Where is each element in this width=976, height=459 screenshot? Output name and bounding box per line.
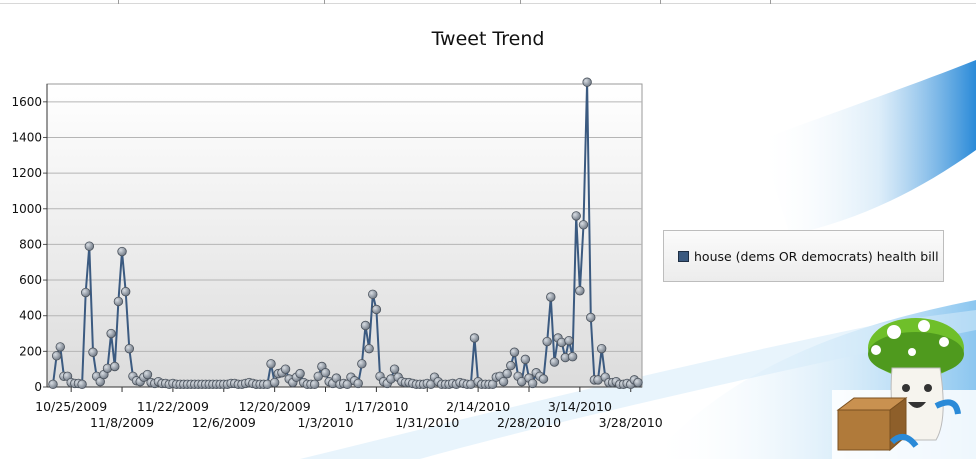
data-point [266,359,276,369]
top-strip [0,0,976,4]
data-point [120,286,131,297]
top-divider [118,0,119,4]
data-point [309,379,320,390]
data-point [142,369,153,380]
data-point [498,376,509,387]
data-point [81,287,91,298]
data-point [596,343,607,354]
x-tick-label: 2/14/2010 [446,399,510,414]
data-point [295,368,305,379]
x-tick-label: 3/14/2010 [548,399,612,414]
data-point [88,347,98,357]
data-point [77,379,87,390]
data-point [520,354,531,365]
data-point [124,343,135,354]
x-tick-label: 1/3/2010 [297,415,353,430]
x-tick-label: 2/28/2010 [497,415,561,430]
data-point [320,368,331,378]
data-point [571,211,581,221]
x-tick-label: 1/31/2010 [395,415,459,430]
data-point [368,289,378,300]
x-tick-label: 3/28/2010 [599,415,663,430]
y-tick-label: 200 [19,344,42,358]
data-point [48,379,58,390]
data-point [586,312,596,323]
data-point [360,320,371,331]
data-point [357,359,367,369]
data-point [364,343,374,354]
legend-label: house (dems OR democrats) health bill [694,248,939,264]
mushroom-mascot-image [832,318,976,459]
data-point [269,377,280,388]
data-point [280,364,291,374]
data-point [51,351,62,361]
y-tick-label: 1400 [11,130,42,144]
y-tick-label: 0 [34,380,42,394]
data-point [106,328,116,339]
data-point [633,377,643,388]
data-point [502,368,512,379]
data-point [117,246,127,257]
y-tick-label: 600 [19,273,42,287]
data-point [110,361,120,372]
chart-legend: house (dems OR democrats) health bill [663,230,944,282]
top-divider [660,0,661,4]
x-tick-label: 12/6/2009 [192,415,256,430]
data-point [353,378,363,389]
data-point [527,378,538,389]
chart-title: Tweet Trend [431,28,545,50]
data-point [578,220,589,230]
data-point [538,374,549,384]
data-point [113,296,124,307]
data-point [506,360,516,371]
y-tick-label: 1200 [11,166,42,180]
x-tick-label: 12/20/2009 [239,399,311,414]
y-tick-label: 1600 [11,95,42,109]
legend-swatch [678,250,689,262]
data-point [575,286,585,296]
data-point [84,241,95,251]
data-point [582,77,592,87]
data-point [549,357,560,367]
data-point [389,364,400,374]
y-tick-label: 1000 [11,202,42,216]
data-point [564,335,574,346]
top-divider [770,0,771,4]
data-point [371,304,382,315]
y-tick-label: 800 [19,237,42,251]
data-point [567,352,578,362]
data-point [546,292,556,302]
top-divider [324,0,325,4]
top-divider [520,0,521,4]
data-point [55,342,65,352]
x-tick-label: 11/8/2009 [90,415,154,430]
data-point [469,333,480,343]
plot-area [46,83,643,388]
x-tick-label: 1/17/2010 [344,399,408,414]
data-point [542,336,552,347]
data-point [509,347,520,357]
y-tick-label: 400 [19,309,42,323]
x-tick-label: 11/22/2009 [137,399,209,414]
x-tick-label: 10/25/2009 [35,399,107,414]
